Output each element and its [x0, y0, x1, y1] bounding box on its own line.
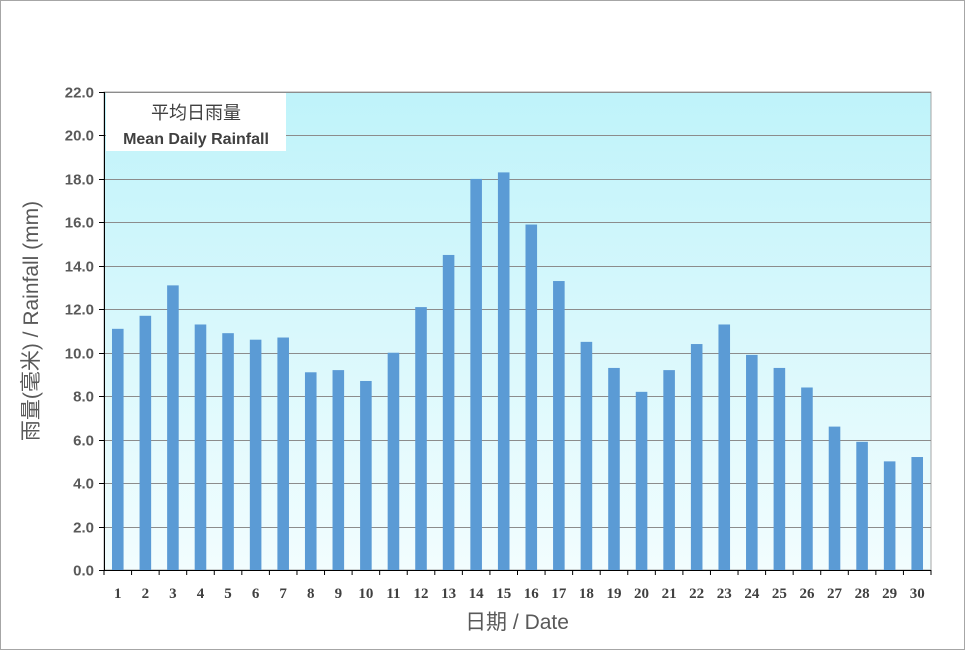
- bar-day-29: [883, 461, 896, 570]
- x-tick-label: 12: [414, 586, 429, 602]
- x-tick-label: 21: [662, 586, 677, 602]
- x-tick-label: 15: [496, 586, 511, 602]
- x-tick-label: 29: [882, 586, 897, 602]
- bar-day-4: [194, 324, 207, 570]
- x-tick-label: 6: [252, 586, 260, 602]
- x-tick-label: 17: [551, 586, 567, 602]
- chart-title-box: 平均日雨量 Mean Daily Rainfall: [106, 93, 286, 151]
- bar-day-7: [277, 337, 289, 570]
- y-tick-label: 22.0: [65, 85, 94, 102]
- x-tick-label: 10: [358, 586, 373, 602]
- x-tick-label: 30: [910, 586, 925, 602]
- x-axis-title: 日期 / Date: [465, 611, 569, 634]
- x-tick-label: 18: [579, 586, 594, 602]
- x-tick-label: 19: [606, 586, 621, 602]
- bar-day-14: [470, 178, 482, 570]
- x-tick-label: 8: [307, 586, 315, 602]
- y-tick-label: 20.0: [65, 128, 94, 145]
- bar-day-6: [249, 339, 262, 570]
- chart-title-en: Mean Daily Rainfall: [123, 131, 269, 148]
- plot-area: [103, 91, 932, 571]
- bar-day-5: [222, 333, 234, 570]
- bar-day-26: [801, 387, 813, 570]
- x-tick-label: 20: [634, 586, 649, 602]
- bar-day-12: [415, 307, 427, 570]
- bar-day-25: [773, 367, 786, 570]
- x-tick-label: 9: [335, 586, 343, 602]
- bar-day-13: [442, 254, 455, 571]
- y-tick-label: 18.0: [65, 172, 94, 189]
- y-tick-label: 8.0: [73, 389, 94, 406]
- x-tick-label: 5: [224, 586, 232, 602]
- bar-day-16: [525, 224, 538, 570]
- bar-day-28: [856, 441, 868, 570]
- y-tick-label: 6.0: [73, 433, 94, 450]
- bar-day-3: [167, 285, 179, 570]
- x-tick-label: 13: [441, 586, 456, 602]
- bar-day-27: [828, 426, 841, 570]
- y-tick-label: 10.0: [65, 346, 94, 363]
- y-tick-label: 12.0: [65, 302, 94, 319]
- bar-day-1: [111, 328, 124, 570]
- bar-day-23: [718, 324, 731, 570]
- x-tick-label: 27: [827, 586, 843, 602]
- y-tick-label: 2.0: [73, 520, 94, 537]
- x-tick-label: 22: [689, 586, 704, 602]
- x-tick-label: 25: [772, 586, 787, 602]
- x-tick-label: 3: [169, 586, 177, 602]
- y-tick-label: 0.0: [73, 563, 94, 580]
- x-tick-label: 4: [197, 586, 205, 602]
- bar-day-9: [332, 370, 345, 570]
- bar-day-19: [608, 367, 620, 570]
- bar-day-18: [580, 341, 593, 570]
- bar-day-24: [746, 354, 758, 570]
- bar-day-20: [635, 391, 648, 570]
- x-tick-label: 14: [469, 586, 485, 602]
- y-tick-label: 14.0: [65, 259, 94, 276]
- bar-day-11: [387, 352, 400, 570]
- bar-day-22: [690, 344, 703, 570]
- x-tick-label: 7: [279, 586, 287, 602]
- x-tick-label: 2: [142, 586, 150, 602]
- bar-day-21: [663, 370, 675, 570]
- bar-day-10: [360, 380, 372, 570]
- x-tick-label: 1: [114, 586, 122, 602]
- y-axis-title: 雨量(毫米) / Rainfall (mm): [20, 201, 43, 441]
- bar-day-2: [139, 315, 152, 570]
- x-tick-label: 23: [717, 586, 732, 602]
- x-tick-label: 11: [386, 586, 400, 602]
- x-tick-label: 16: [524, 586, 540, 602]
- chart-title-zh: 平均日雨量: [151, 103, 241, 124]
- bar-day-15: [497, 172, 510, 570]
- x-tick-label: 26: [799, 586, 815, 602]
- bar-day-17: [553, 281, 565, 570]
- x-tick-label: 24: [744, 586, 760, 602]
- x-tick-label: 28: [855, 586, 870, 602]
- bar-day-8: [304, 372, 317, 570]
- y-tick-label: 16.0: [65, 215, 94, 232]
- y-tick-label: 4.0: [73, 476, 94, 493]
- bar-day-30: [911, 457, 924, 570]
